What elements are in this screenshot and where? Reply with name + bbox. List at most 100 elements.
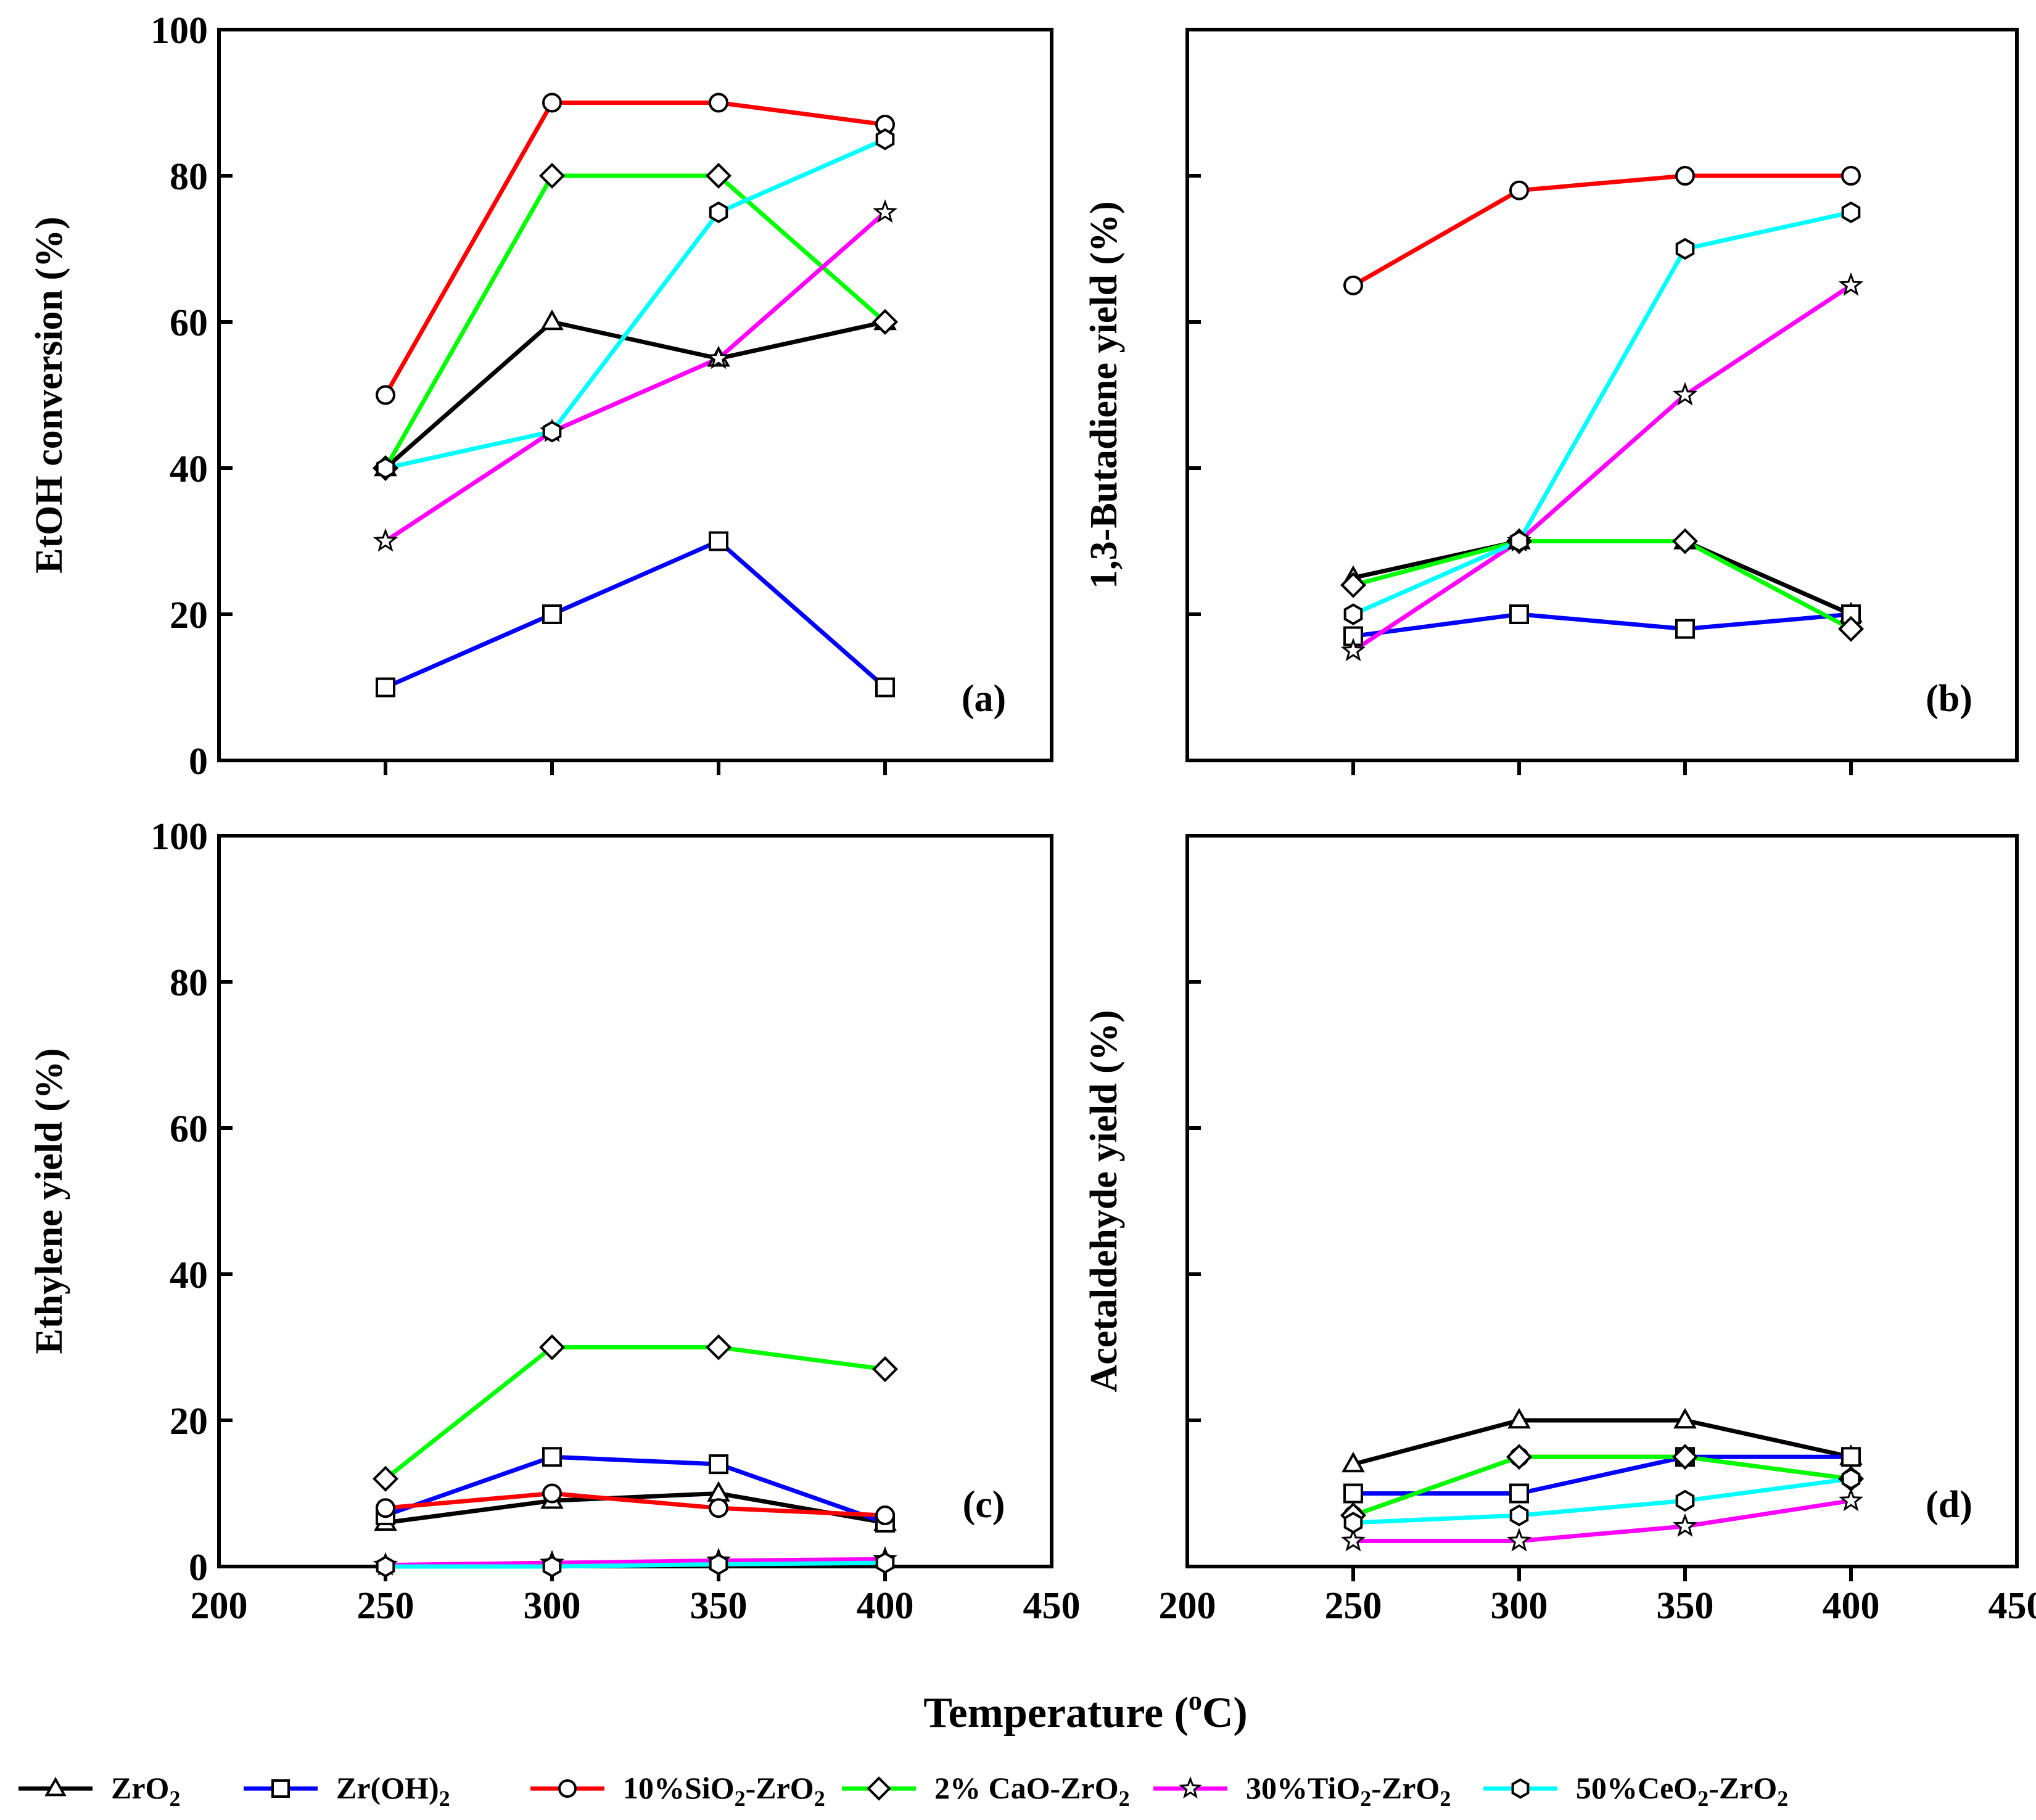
data-point	[1672, 382, 1698, 406]
data-point	[542, 1555, 562, 1578]
legend-label: Zr(OH)2	[336, 1771, 450, 1811]
data-point	[1343, 1483, 1363, 1504]
data-point	[706, 345, 732, 369]
series-line-2	[385, 1491, 886, 1518]
data-point	[1342, 1451, 1365, 1473]
series-markers	[1340, 1407, 1865, 1552]
series-line-1	[384, 539, 887, 690]
data-point	[1672, 1513, 1698, 1537]
x-tick-label: 250	[357, 1585, 414, 1627]
series-line-2	[1352, 173, 1851, 287]
y-tick-label: 60	[170, 1108, 208, 1150]
series-markers	[372, 93, 899, 698]
panel-label: (d)	[1926, 1484, 1972, 1526]
data-point	[540, 309, 564, 331]
data-point	[1838, 272, 1864, 296]
series-line-1	[1353, 612, 1852, 638]
y-tick-label: 100	[150, 816, 208, 858]
legend-label: ZrO2	[111, 1771, 180, 1811]
legend-marker	[867, 1776, 891, 1801]
data-point	[1509, 1504, 1529, 1526]
legend-label: 2% CaO-ZrO2	[934, 1771, 1130, 1811]
series-line-5	[1353, 1476, 1852, 1525]
y-tick-label: 80	[170, 962, 208, 1004]
x-tick-label: 300	[524, 1585, 581, 1627]
legend-item: 50%CeO2-ZrO2	[1483, 1771, 1788, 1811]
series-line-2	[383, 101, 886, 397]
y-axis-title: Ethylene yield (%)	[28, 1048, 70, 1354]
data-point	[376, 457, 395, 479]
series-line-5	[1352, 210, 1852, 617]
x-tick-label: 350	[1657, 1585, 1714, 1627]
legend-item: Zr(OH)2	[244, 1771, 450, 1811]
data-point	[1506, 1528, 1532, 1552]
data-point	[709, 201, 728, 223]
series-line-5	[385, 1560, 886, 1569]
data-point	[1675, 166, 1695, 186]
data-point	[1841, 1468, 1861, 1490]
series-markers	[1340, 166, 1865, 662]
y-tick-label: 100	[150, 10, 208, 52]
panel-b: 1,3-Butadiene yield (%) (b)	[1083, 28, 2019, 775]
series-line-4	[1353, 1498, 1852, 1543]
legend-marker	[1511, 1778, 1530, 1799]
series-line-0	[384, 319, 886, 470]
y-axis-title: EtOH conversion (%)	[28, 216, 70, 574]
data-point	[1841, 1447, 1861, 1467]
data-point	[538, 162, 566, 189]
series-lines	[383, 101, 887, 690]
series-line-3	[383, 173, 887, 469]
legend: ZrO2 Zr(OH)2 10%SiO2-ZrO2 2% CaO-ZrO2 30%TiO…	[19, 1771, 1788, 1811]
data-point	[709, 1454, 728, 1475]
data-point	[1340, 1528, 1366, 1552]
series-lines	[1352, 173, 1852, 653]
x-tick-label: 300	[1491, 1585, 1548, 1627]
data-point	[1841, 166, 1861, 186]
legend-marker	[44, 1776, 67, 1797]
data-point	[376, 1498, 395, 1518]
x-tick-label: 400	[857, 1585, 914, 1627]
data-point	[709, 1553, 728, 1576]
series-line-3	[384, 1345, 886, 1481]
data-point	[542, 421, 562, 443]
data-point	[1506, 1444, 1533, 1470]
legend-marker	[558, 1779, 577, 1798]
data-point	[1509, 180, 1529, 200]
data-point	[705, 162, 732, 189]
series-line-0	[385, 1491, 886, 1525]
data-point	[376, 1555, 395, 1578]
series-line-3	[1353, 539, 1852, 631]
legend-label: 50%CeO2-ZrO2	[1576, 1771, 1788, 1811]
y-tick-label: 20	[170, 595, 208, 636]
x-tick-label: 250	[1325, 1585, 1382, 1627]
legend-label: 10%SiO2-ZrO2	[623, 1771, 825, 1811]
data-point	[709, 93, 728, 113]
series-line-3	[1352, 1454, 1852, 1518]
data-point	[1673, 1407, 1697, 1429]
y-tick-label: 40	[170, 1254, 208, 1296]
data-point	[372, 1465, 399, 1492]
data-point	[1343, 603, 1363, 625]
series-lines	[384, 1345, 886, 1569]
data-point	[1507, 1407, 1531, 1429]
y-tick-label: 0	[189, 741, 208, 783]
data-point	[538, 1334, 566, 1361]
x-tick-label: 350	[690, 1585, 748, 1627]
data-point	[376, 385, 395, 405]
data-point	[1340, 572, 1367, 598]
data-point	[542, 93, 562, 113]
data-point	[542, 604, 562, 624]
legend-item: 10%SiO2-ZrO2	[530, 1771, 825, 1811]
data-point	[1675, 237, 1695, 260]
data-point	[1675, 619, 1695, 639]
y-tick-label: 20	[170, 1401, 208, 1443]
data-point	[1671, 528, 1699, 554]
x-tick-label: 400	[1823, 1585, 1880, 1627]
series-line-5	[385, 137, 886, 471]
panel-label: (c)	[963, 1484, 1005, 1526]
data-point	[709, 1498, 728, 1518]
legend-item: ZrO2	[19, 1771, 180, 1811]
x-axis-title: Temperature (oC)	[923, 1686, 1248, 1737]
data-point	[1509, 530, 1529, 553]
data-point	[875, 128, 895, 150]
